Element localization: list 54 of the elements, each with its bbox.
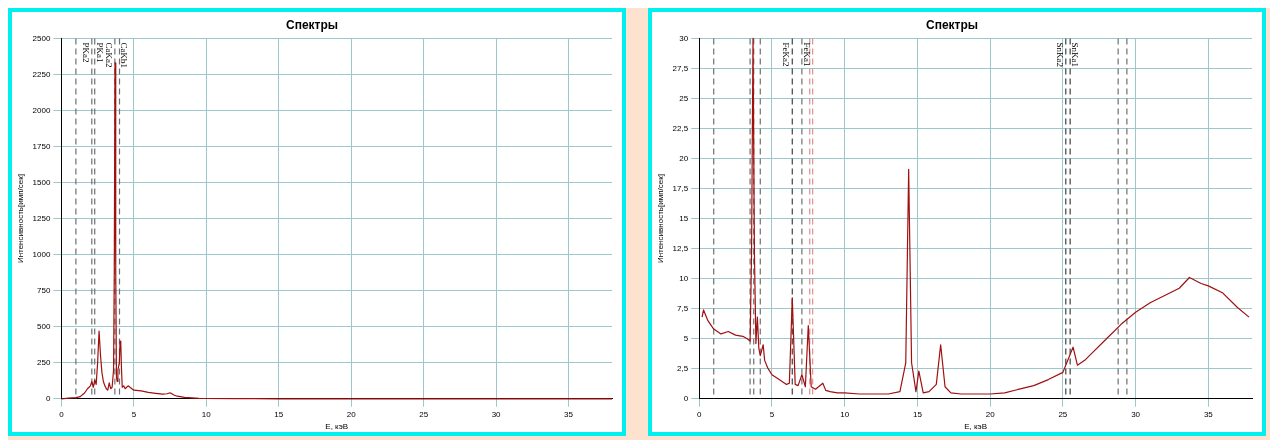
y-tick-label: 10 xyxy=(679,273,689,283)
x-tick-label: 35 xyxy=(564,409,574,419)
y-tick-label: 22,5 xyxy=(672,123,689,133)
y-tick-label: 5 xyxy=(683,333,689,343)
x-tick-label: 5 xyxy=(769,409,775,419)
y-tick-label: 12,5 xyxy=(672,243,689,253)
y-tick-label: 750 xyxy=(37,285,51,295)
x-tick-label: 25 xyxy=(419,409,429,419)
chart-title: Спектры xyxy=(285,17,339,32)
y-tick-label: 25 xyxy=(679,93,689,103)
ref-line-label: SnKa1 xyxy=(1070,42,1081,67)
y-axis-title: Интенсивность[имп/сек] xyxy=(16,174,25,264)
y-tick-label: 1500 xyxy=(32,177,51,187)
x-tick-label: 10 xyxy=(840,409,850,419)
y-tick-label: 2,5 xyxy=(677,363,689,373)
y-tick-label: 2500 xyxy=(32,33,51,43)
x-tick-label: 0 xyxy=(696,409,702,419)
x-tick-label: 0 xyxy=(59,409,65,419)
y-tick-label: 2000 xyxy=(32,105,51,115)
x-axis-title: E, кэВ xyxy=(964,422,987,432)
y-tick-label: 1250 xyxy=(32,213,51,223)
ref-line-label: SnKa2 xyxy=(1054,42,1065,67)
x-tick-label: 30 xyxy=(491,409,502,419)
y-tick-label: 15 xyxy=(679,213,689,223)
ref-line-label: PKa2 xyxy=(80,42,91,63)
ref-line-label: CaKa2 xyxy=(103,42,114,68)
x-tick-label: 30 xyxy=(1131,409,1141,419)
chart-title: Спектры xyxy=(925,17,979,32)
ref-line-label: PKa1 xyxy=(94,42,105,63)
ref-line-label: FeKa1 xyxy=(801,42,812,67)
y-tick-label: 500 xyxy=(37,321,51,331)
ref-line-label: CaKb1 xyxy=(119,42,130,68)
y-tick-label: 1000 xyxy=(32,249,51,259)
y-tick-label: 20 xyxy=(679,153,689,163)
y-tick-label: 250 xyxy=(37,357,51,367)
x-tick-label: 15 xyxy=(274,409,284,419)
y-tick-label: 27,5 xyxy=(672,63,689,73)
x-tick-label: 20 xyxy=(985,409,996,419)
y-tick-label: 7,5 xyxy=(677,303,689,313)
y-tick-label: 1750 xyxy=(32,141,51,151)
y-tick-label: 2250 xyxy=(32,69,51,79)
x-tick-label: 20 xyxy=(346,409,357,419)
y-tick-label: 0 xyxy=(683,394,689,403)
y-axis-title: Интенсивность[имп/сек] xyxy=(656,174,665,264)
x-tick-label: 15 xyxy=(912,409,923,419)
x-tick-label: 10 xyxy=(201,409,212,419)
x-tick-label: 25 xyxy=(1058,409,1068,419)
y-tick-label: 30 xyxy=(679,33,689,43)
x-axis-title: E, кэВ xyxy=(325,422,349,432)
y-tick-label: 0 xyxy=(45,394,51,403)
y-tick-label: 17,5 xyxy=(672,183,689,193)
x-tick-label: 5 xyxy=(131,409,137,419)
x-tick-label: 35 xyxy=(1203,409,1214,419)
ref-line-label: FeKa2 xyxy=(781,42,792,67)
